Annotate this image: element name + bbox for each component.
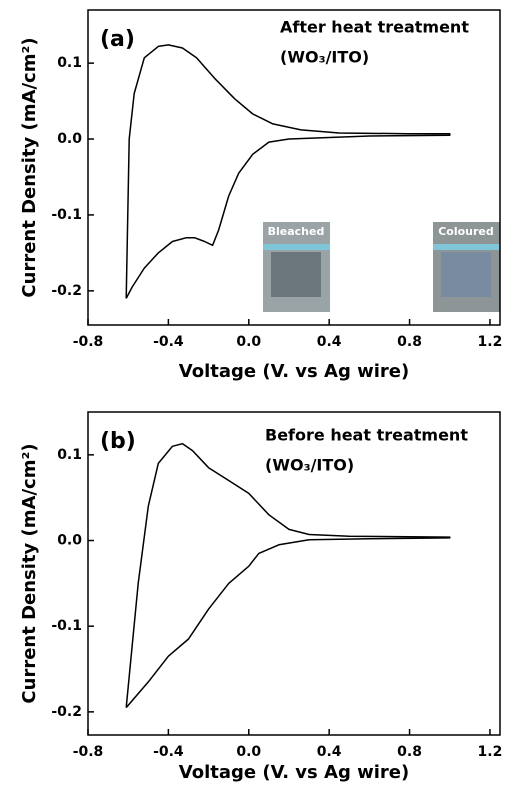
x-tick-label: 0.0 (236, 334, 261, 350)
y-tick-label: 0.0 (57, 533, 82, 549)
annotation: (WO₃/ITO) (265, 456, 354, 475)
x-tick-label: 0.4 (317, 744, 342, 760)
y-tick-label: -0.2 (51, 283, 82, 299)
data-line (125, 442, 451, 709)
y-tick-label: 0.1 (57, 55, 82, 71)
y-tick-label: 0.1 (57, 447, 82, 463)
y-tick-label: -0.1 (51, 618, 82, 634)
x-tick-label: 1.2 (478, 334, 503, 350)
x-tick-label: 0.8 (397, 334, 422, 350)
x-axis-label: Voltage (V. vs Ag wire) (179, 762, 409, 783)
x-tick-label: -0.8 (73, 744, 104, 760)
y-tick-label: -0.2 (51, 704, 82, 720)
inset-label: Coloured (438, 225, 494, 238)
annotation: (WO₃/ITO) (280, 48, 369, 67)
x-tick-label: 0.0 (236, 744, 261, 760)
inset-label: Bleached (268, 225, 325, 238)
inset-panel (271, 252, 321, 297)
y-tick-label: 0.0 (57, 131, 82, 147)
panel-label: (a) (100, 27, 135, 52)
annotation: Before heat treatment (265, 426, 468, 445)
y-tick-label: -0.1 (51, 207, 82, 223)
x-tick-label: 0.4 (317, 334, 342, 350)
x-tick-label: -0.8 (73, 334, 104, 350)
y-axis-label: Current Density (mA/cm²) (19, 37, 40, 297)
x-tick-label: 0.8 (397, 744, 422, 760)
inset-band (433, 244, 500, 250)
data-line (125, 44, 451, 299)
x-tick-label: 1.2 (478, 744, 503, 760)
x-tick-label: -0.4 (153, 744, 184, 760)
inset-panel (441, 252, 491, 297)
x-axis-label: Voltage (V. vs Ag wire) (179, 361, 409, 382)
x-tick-label: -0.4 (153, 334, 184, 350)
plot-frame (87, 9, 501, 326)
inset-band (263, 244, 330, 250)
panel-label: (b) (100, 429, 136, 454)
plot-frame (87, 411, 501, 736)
annotation: After heat treatment (280, 18, 469, 37)
y-axis-label: Current Density (mA/cm²) (19, 443, 40, 703)
